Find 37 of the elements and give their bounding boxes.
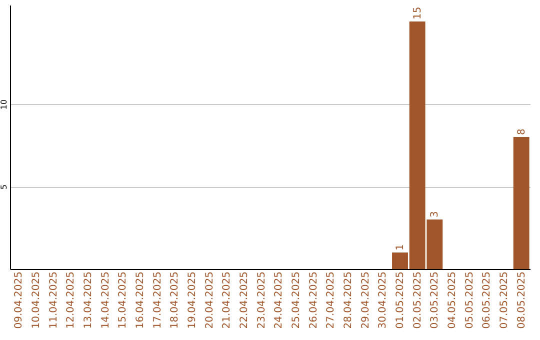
x-tick-label: 12.04.2025 [66, 272, 77, 329]
data-label: 3 [430, 211, 441, 218]
x-tick-label: 07.05.2025 [499, 272, 510, 329]
data-label: 8 [516, 128, 528, 135]
x-tick-label: 17.04.2025 [152, 272, 164, 329]
x-tick-label: 25.04.2025 [291, 272, 302, 329]
x-tick-label: 08.05.2025 [516, 272, 528, 329]
x-tick-label: 27.04.2025 [326, 272, 337, 329]
x-tick-label: 02.05.2025 [412, 272, 424, 329]
x-tick-label: 05.05.2025 [464, 272, 476, 329]
x-tick-label: 15.04.2025 [118, 272, 129, 329]
x-tick-label: 30.04.2025 [378, 272, 389, 329]
x-tick-label: 21.04.2025 [222, 272, 233, 329]
x-tick-label: 23.04.2025 [256, 272, 268, 329]
x-tick-label: 06.05.2025 [482, 272, 493, 329]
x-tick-label: 11.04.2025 [48, 272, 60, 329]
x-tick-label: 16.04.2025 [135, 272, 146, 329]
x-tick-label: 20.04.2025 [204, 272, 216, 329]
x-tick-label: 18.04.2025 [170, 272, 181, 329]
y-tick-label: 10 [0, 99, 8, 110]
x-tick-label: 01.05.2025 [395, 272, 406, 329]
x-tick-label: 03.05.2025 [430, 272, 441, 329]
x-tick-label: 26.04.2025 [308, 272, 320, 329]
x-tick-label: 28.04.2025 [343, 272, 354, 329]
x-tick-label: 22.04.2025 [239, 272, 250, 329]
y-tick-label: 5 [0, 184, 8, 190]
bar [513, 137, 530, 269]
x-tick-label: 19.04.2025 [187, 272, 198, 329]
data-label: 1 [395, 244, 406, 250]
x-tick-label: 04.05.2025 [447, 272, 458, 329]
x-tick-label: 10.04.2025 [31, 272, 42, 329]
data-label: 15 [412, 6, 424, 20]
x-tick-label: 24.04.2025 [274, 272, 285, 329]
x-tick-label: 13.04.2025 [83, 272, 94, 329]
x-tick-label: 14.04.2025 [100, 272, 112, 329]
x-tick-label: 09.04.2025 [14, 272, 25, 329]
x-tick-label: 29.04.2025 [360, 272, 372, 329]
